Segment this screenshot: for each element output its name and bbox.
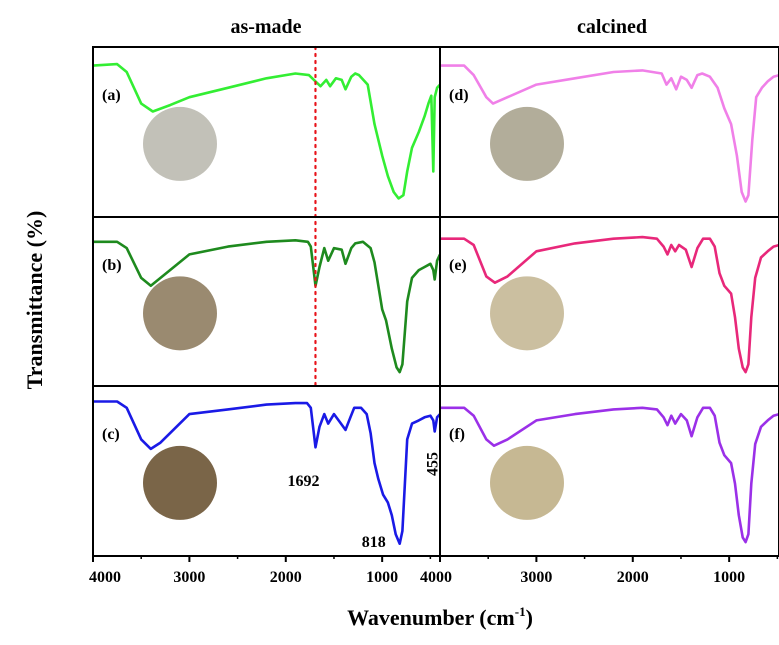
y-axis-title: Transmittance (%) [22, 211, 47, 390]
sample-photo-f [490, 445, 564, 520]
x-tick-label-0-1000: 1000 [366, 569, 398, 586]
peak-label-455: 455 [425, 452, 442, 476]
panel-label-d: (d) [449, 87, 469, 104]
spectrum-d [440, 64, 779, 203]
panel-label-f: (f) [449, 426, 465, 443]
spectrum-c [93, 400, 440, 545]
plot-area: (a) (b) (c) (d) (e) (f) 1692 818 455 [93, 45, 779, 551]
x-tick-label-1-3000: 3000 [520, 569, 552, 586]
column-title-as-made: as-made [230, 16, 301, 38]
spectrum-e [440, 235, 779, 374]
sample-photo-b [143, 276, 217, 351]
spectrum-a [93, 62, 440, 200]
panel-label-b: (b) [102, 257, 122, 274]
x-tick-label-0-3000: 3000 [173, 569, 205, 586]
panel-label-e: (e) [449, 257, 467, 274]
x-tick-label-0-4000: 4000 [89, 569, 121, 586]
x-tick-label-0-2000: 2000 [270, 569, 302, 586]
sample-photo-c [143, 445, 217, 520]
plot-frame [92, 46, 779, 557]
sample-photo-e [490, 276, 564, 351]
panel-label-c: (c) [102, 426, 120, 443]
sample-photo-a [143, 106, 217, 181]
x-axis-ticks: 4000 3000 2000 1000 4000 3000 2000 1000 [89, 556, 779, 586]
x-axis-title: Wavenumber (cm-1) [347, 604, 533, 630]
sample-photo-d [490, 106, 564, 181]
panel-label-a: (a) [102, 87, 121, 104]
spectrum-b [93, 239, 440, 374]
x-tick-label-1-1000: 1000 [713, 569, 745, 586]
column-title-calcined: calcined [577, 16, 647, 38]
x-tick-label-1-4000: 4000 [420, 569, 452, 586]
x-tick-label-1-2000: 2000 [617, 569, 649, 586]
peak-label-818: 818 [362, 534, 386, 551]
peak-label-1692: 1692 [287, 473, 319, 490]
spectrum-f [440, 406, 779, 544]
